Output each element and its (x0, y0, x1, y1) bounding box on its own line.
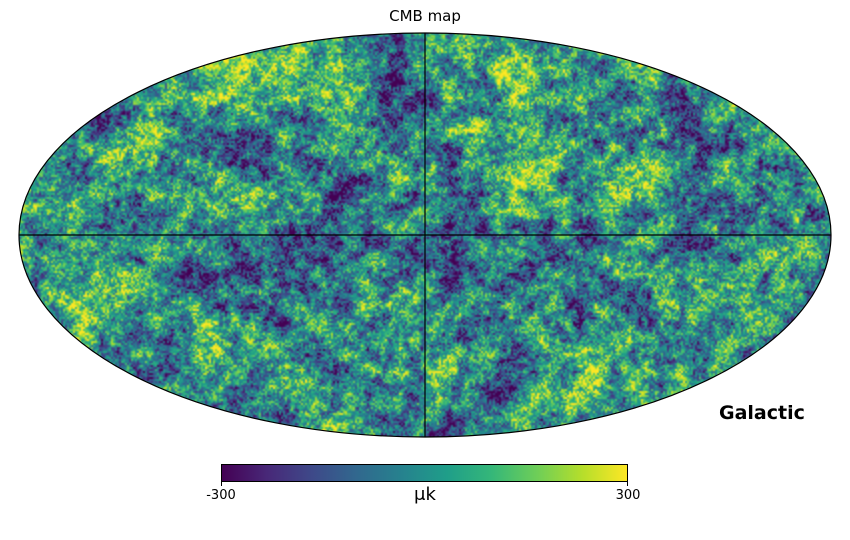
map-title: CMB map (389, 7, 461, 25)
map-outline (18, 32, 832, 438)
coordinate-system-label: Galactic (719, 402, 805, 424)
colorbar-min-label: -300 (206, 488, 236, 503)
colorbar-max-tick (627, 482, 628, 486)
colorbar-max-label: 300 (615, 488, 641, 503)
colorbar-unit-label: μk (414, 484, 436, 505)
colorbar (221, 464, 628, 482)
colorbar-min-tick (221, 482, 222, 486)
